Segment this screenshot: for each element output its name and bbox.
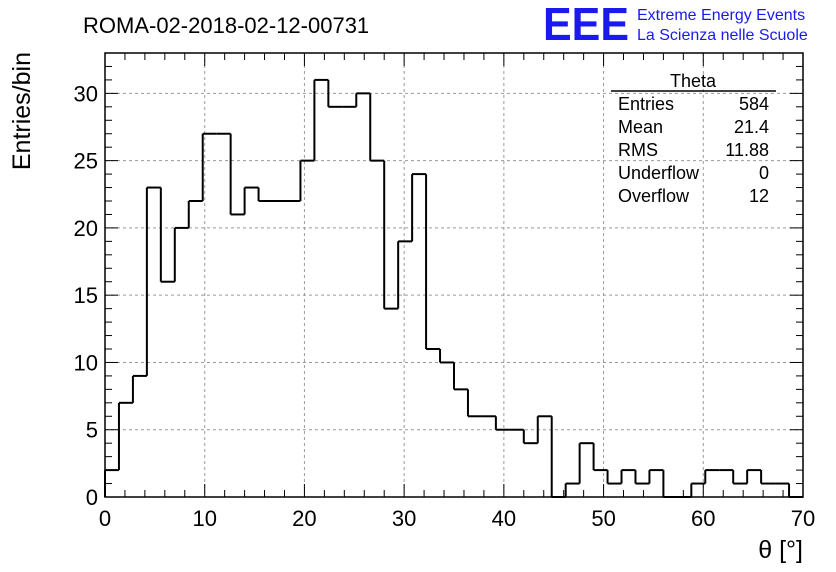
- x-tick-label: 40: [492, 506, 516, 531]
- logo-line-1: Extreme Energy Events: [637, 7, 805, 24]
- x-tick-label: 10: [192, 506, 216, 531]
- y-tick-label: 10: [74, 350, 98, 375]
- stats-value: 21.4: [734, 117, 769, 137]
- stats-box-title: Theta: [670, 71, 717, 91]
- logo-mark: EEE: [543, 0, 629, 50]
- x-tick-label: 20: [292, 506, 316, 531]
- plot-frame: [104, 52, 804, 498]
- eee-logo: EEE Extreme Energy Events La Scienza nel…: [543, 0, 808, 50]
- stats-box: Theta Entries 584 Mean 21.4 RMS 11.88 Underflo…: [611, 71, 776, 206]
- y-tick-label: 30: [74, 81, 98, 106]
- chart-title: ROMA-02-2018-02-12-00731: [83, 13, 369, 38]
- y-tick-label: 0: [86, 485, 98, 510]
- logo-line-2: La Scienza nelle Scuole: [637, 27, 808, 44]
- x-tick-label: 0: [99, 506, 111, 531]
- y-tick-label: 20: [74, 216, 98, 241]
- y-tick-label: 5: [86, 418, 98, 443]
- y-tick-label: 25: [74, 149, 98, 174]
- stats-label: Mean: [618, 117, 663, 137]
- stats-label: Underflow: [618, 163, 700, 183]
- grid: [105, 53, 803, 497]
- x-axis-label: θ [°]: [758, 536, 803, 564]
- stats-value: 11.88: [725, 140, 769, 160]
- stats-label: Entries: [618, 94, 674, 114]
- stats-value: 584: [739, 94, 769, 114]
- x-tick-label: 70: [791, 506, 815, 531]
- x-tick-label: 50: [591, 506, 615, 531]
- y-tick-label: 15: [74, 283, 98, 308]
- y-axis-label: Entries/bin: [8, 52, 36, 170]
- stats-label: Overflow: [618, 186, 690, 206]
- histogram: [104, 78, 803, 498]
- stats-label: RMS: [618, 140, 658, 160]
- stats-value: 0: [759, 163, 769, 183]
- x-tick-label: 30: [392, 506, 416, 531]
- stats-value: 12: [749, 186, 769, 206]
- x-tick-label: 60: [691, 506, 715, 531]
- axes: 0 10 20 30 40 50 60 70 0 5 10 15 20 25 30: [74, 52, 815, 531]
